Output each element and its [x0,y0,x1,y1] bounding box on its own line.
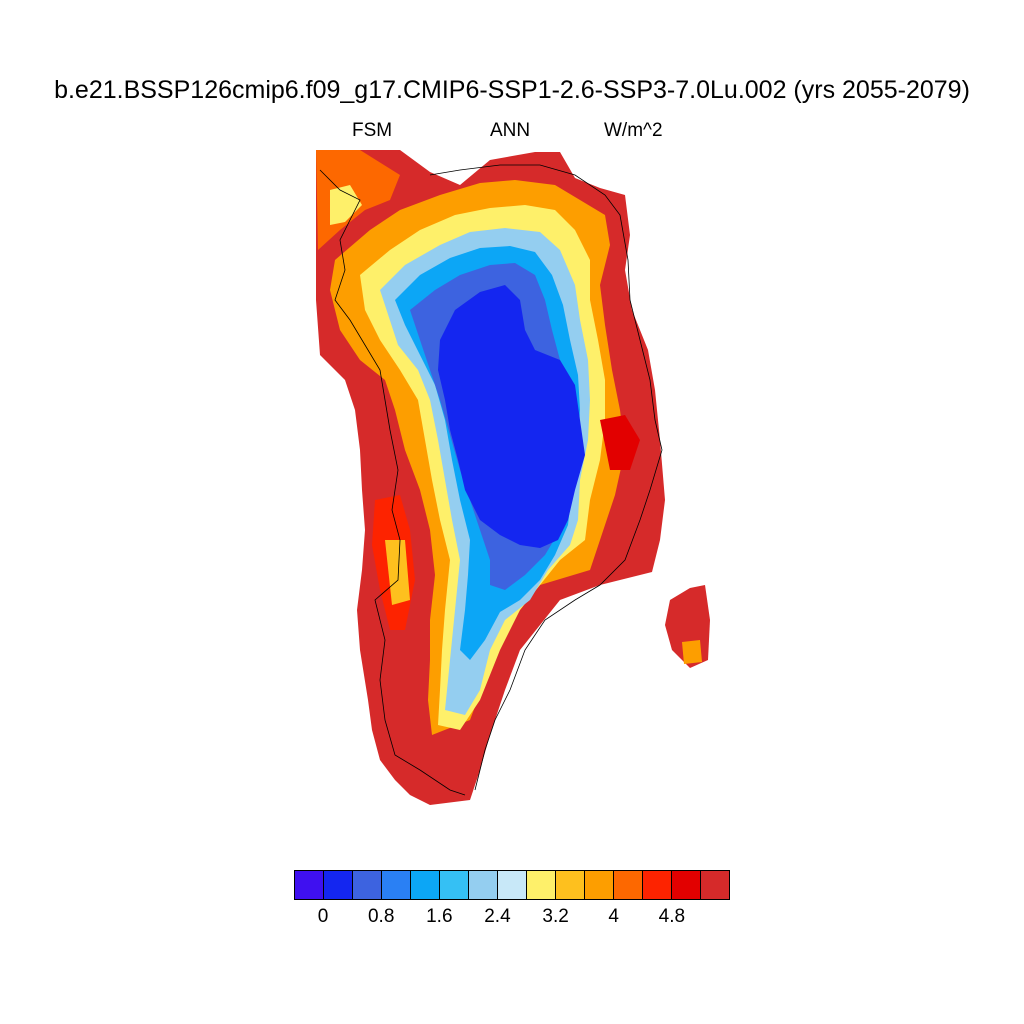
colorbar-swatch-10 [585,871,614,899]
variable-label: FSM [352,120,393,141]
plot-title: b.e21.BSSP126cmip6.f09_g17.CMIP6-SSP1-2.… [54,76,970,104]
colorbar-swatch-8 [527,871,556,899]
colorbar-tick-label: 4 [608,906,620,927]
interior-ice-sheet-region [438,285,585,548]
colorbar-tick-label: 4.8 [658,906,686,927]
colorbar-swatch-1 [324,871,353,899]
colorbar-tick-labels: 0 0.8 1.6 2.4 3.2 4 4.8 [294,906,730,930]
east-island-orange [682,640,702,664]
margin-orange-patch-west [385,540,410,605]
colorbar-swatch-4 [411,871,440,899]
coastline-west [319,169,466,796]
coastline-east [429,164,663,791]
colorbar-tick-label: 0 [317,906,329,927]
colorbar-swatch-6 [469,871,498,899]
units-label: W/m^2 [604,120,663,141]
period-label: ANN [490,120,531,141]
colorbar-tick-label: 1.6 [426,906,453,927]
colorbar-swatch-7 [498,871,527,899]
colorbar-swatch-11 [614,871,643,899]
colorbar-tick-label: 2.4 [484,906,511,927]
colorbar-tick-label: 0.8 [367,906,395,927]
colorbar-swatch-9 [556,871,585,899]
colorbar-swatch-2 [353,871,382,899]
colorbar-swatch-12 [643,871,672,899]
colorbar-swatch-5 [440,871,469,899]
colorbar-tick-label: 3.2 [542,906,569,927]
colorbar-swatch-14 [701,871,729,899]
colorbar [294,870,730,900]
northwest-strip-yellow [330,185,362,225]
colorbar-swatch-13 [672,871,701,899]
colorbar-swatch-3 [382,871,411,899]
margin-red-patch-east [600,415,640,470]
colorbar-swatch-0 [295,871,324,899]
